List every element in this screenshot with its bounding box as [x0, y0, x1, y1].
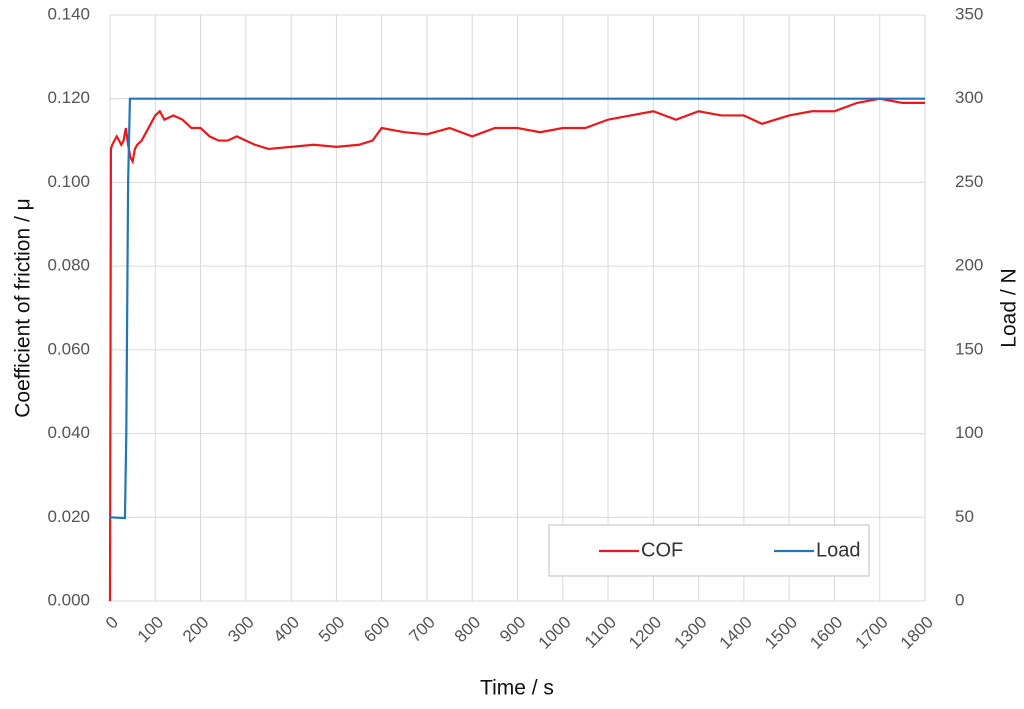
x-tick-label: 1300	[670, 613, 710, 653]
series-line	[108, 97, 925, 602]
x-tick-label: 1500	[761, 613, 801, 653]
y-tick-label: 0.100	[47, 172, 90, 191]
x-tick-label: 1000	[535, 613, 575, 653]
x-tick-label: 600	[360, 613, 393, 646]
x-tick-label: 800	[451, 613, 484, 646]
y-tick-label: 0.040	[47, 423, 90, 442]
x-tick-label: 1800	[897, 613, 937, 653]
y2-tick-label: 100	[955, 423, 983, 442]
y-tick-label: 0.060	[47, 339, 90, 358]
legend-label: COF	[641, 539, 683, 561]
legend-label: Load	[816, 539, 861, 561]
x-tick-label: 1200	[625, 613, 665, 653]
series-line	[109, 97, 925, 520]
x-tick-label: 1600	[806, 613, 846, 653]
x-tick-label: 1100	[581, 613, 620, 652]
x-tick-label: 400	[270, 613, 303, 646]
y-tick-label: 0.120	[47, 88, 90, 107]
y2-axis-title: Load / N	[998, 268, 1021, 347]
y-tick-label: 0.000	[47, 590, 90, 609]
y-axis-title: Coefficient of friction / μ	[12, 198, 35, 417]
x-tick-label: 100	[134, 613, 167, 646]
x-axis-title: Time / s	[480, 677, 554, 700]
y2-tick-label: 150	[955, 339, 983, 358]
y-tick-label: 0.080	[47, 256, 90, 275]
x-tick-label: 1700	[852, 613, 892, 653]
x-tick-label: 900	[496, 613, 529, 646]
x-tick-label: 0	[102, 613, 122, 633]
x-tick-label: 200	[179, 613, 212, 646]
y2-tick-label: 350	[955, 4, 983, 23]
x-tick-label: 500	[315, 613, 348, 646]
y-tick-label: 0.140	[47, 4, 90, 23]
x-tick-label: 1400	[716, 613, 756, 653]
y2-tick-label: 0	[955, 590, 964, 609]
x-tick-label: 700	[405, 613, 438, 646]
y2-tick-label: 50	[955, 507, 974, 526]
y2-tick-label: 200	[955, 256, 983, 275]
y2-tick-label: 250	[955, 172, 983, 191]
x-tick-label: 300	[224, 613, 257, 646]
y2-tick-label: 300	[955, 88, 983, 107]
y-tick-label: 0.020	[47, 507, 90, 526]
